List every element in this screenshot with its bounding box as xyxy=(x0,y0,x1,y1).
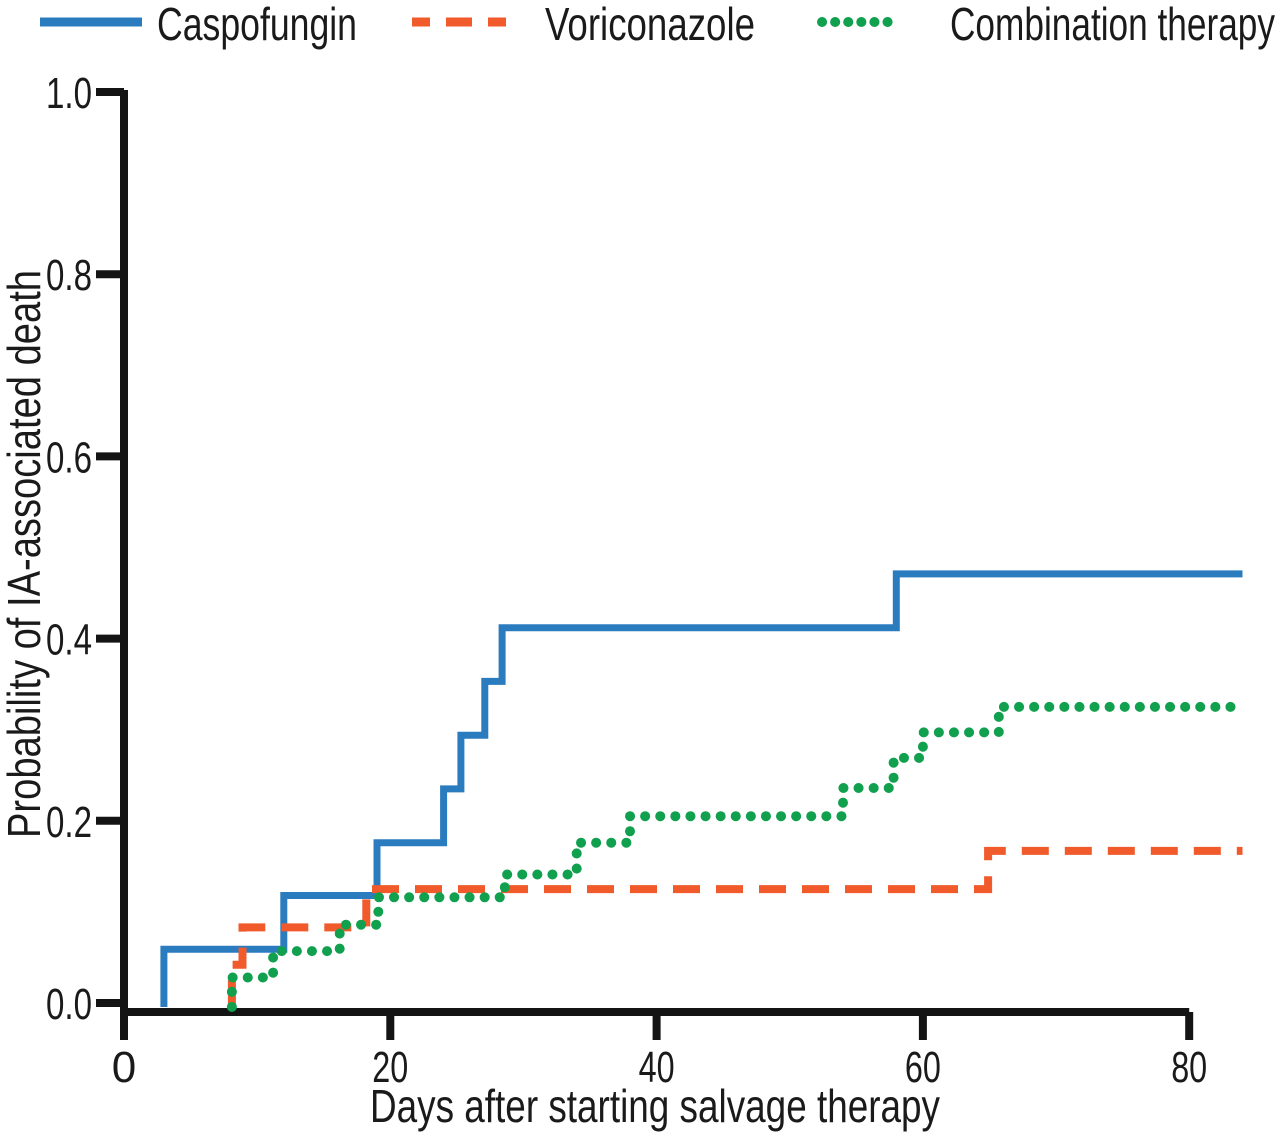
y-tick-label-0.6: 0.6 xyxy=(46,433,92,482)
x-tick-label-60: 60 xyxy=(905,1043,941,1092)
legend-label-combination-therapy: Combination therapy xyxy=(950,0,1275,50)
x-tick-label-0: 0 xyxy=(112,1043,136,1092)
legend: Caspofungin Voriconazole Combination the… xyxy=(40,0,1275,50)
axis-ticks xyxy=(96,88,1194,1040)
y-axis-title: Probability of IA-associated death xyxy=(0,270,50,838)
curve-voriconazole xyxy=(227,846,1243,1007)
axis-spines xyxy=(120,90,1190,1016)
y-tick-label-0.2: 0.2 xyxy=(46,798,92,847)
x-tick-label-20: 20 xyxy=(372,1043,408,1092)
y-tick-label-1.0: 1.0 xyxy=(46,69,92,118)
y-tick-label-0.8: 0.8 xyxy=(46,251,92,300)
x-tick-label-40: 40 xyxy=(639,1043,675,1092)
x-tick-label-80: 80 xyxy=(1171,1043,1207,1092)
x-axis-title: Days after starting salvage therapy xyxy=(370,1080,940,1132)
curves xyxy=(160,570,1248,1012)
legend-label-caspofungin: Caspofungin xyxy=(157,0,357,50)
axes: 0.0 0.2 0.4 0.6 0.8 1.0 0 20 40 60 80 xyxy=(46,69,1207,1092)
curve-caspofungin xyxy=(160,570,1243,1007)
y-tick-label-0.4: 0.4 xyxy=(46,616,92,665)
legend-label-voriconazole: Voriconazole xyxy=(545,0,755,50)
y-tick-label-0.0: 0.0 xyxy=(46,980,92,1029)
curve-combination-therapy xyxy=(226,701,1248,1012)
